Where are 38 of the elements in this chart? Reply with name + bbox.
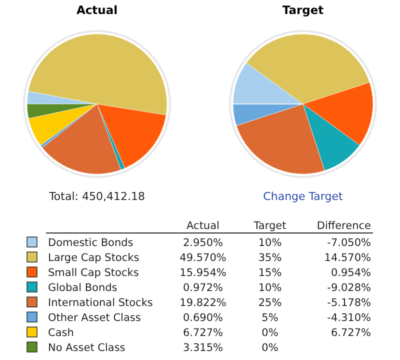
text: 6.727% bbox=[330, 327, 372, 339]
text: 0% bbox=[262, 342, 278, 354]
data-label: 3.315% bbox=[182, 342, 224, 354]
legend-label: Other Asset Class bbox=[48, 312, 141, 324]
data-label: 0.690% bbox=[182, 312, 224, 324]
text: 35% bbox=[258, 252, 282, 264]
text: Actual bbox=[186, 220, 220, 232]
text: Change Target bbox=[263, 190, 344, 203]
text: 10% bbox=[258, 237, 282, 249]
text: 14.570% bbox=[324, 252, 372, 264]
text: -4.310% bbox=[327, 312, 372, 324]
text: 5% bbox=[262, 312, 278, 324]
data-label: 6.727% bbox=[182, 327, 224, 339]
text: 0.954% bbox=[330, 267, 372, 279]
text: Difference bbox=[316, 220, 371, 232]
text: 15% bbox=[258, 267, 282, 279]
text: 0% bbox=[262, 327, 278, 339]
text: -7.050% bbox=[327, 237, 372, 249]
legend-label: Small Cap Stocks bbox=[48, 267, 139, 279]
text: -9.028% bbox=[327, 282, 372, 294]
text: -5.178% bbox=[327, 297, 372, 309]
legend-label: Cash bbox=[48, 327, 74, 339]
legend-label: No Asset Class bbox=[48, 342, 126, 354]
text: 10% bbox=[258, 282, 282, 294]
data-label: 15.954% bbox=[180, 267, 226, 279]
legend-label: Global Bonds bbox=[48, 282, 118, 294]
chart-title: Actual bbox=[76, 3, 118, 17]
text: 25% bbox=[258, 297, 282, 309]
data-label: 49.570% bbox=[180, 252, 226, 264]
chart-title: Target bbox=[254, 220, 286, 232]
legend-label: Large Cap Stocks bbox=[48, 252, 140, 264]
data-label: 19.822% bbox=[180, 297, 226, 309]
legend-label: Domestic Bonds bbox=[48, 237, 134, 249]
text: Total: 450,412.18 bbox=[48, 190, 145, 203]
legend-label: International Stocks bbox=[48, 297, 153, 309]
data-label: 2.950% bbox=[182, 237, 224, 249]
data-label: 0.972% bbox=[182, 282, 224, 294]
chart-title: Target bbox=[282, 3, 324, 17]
